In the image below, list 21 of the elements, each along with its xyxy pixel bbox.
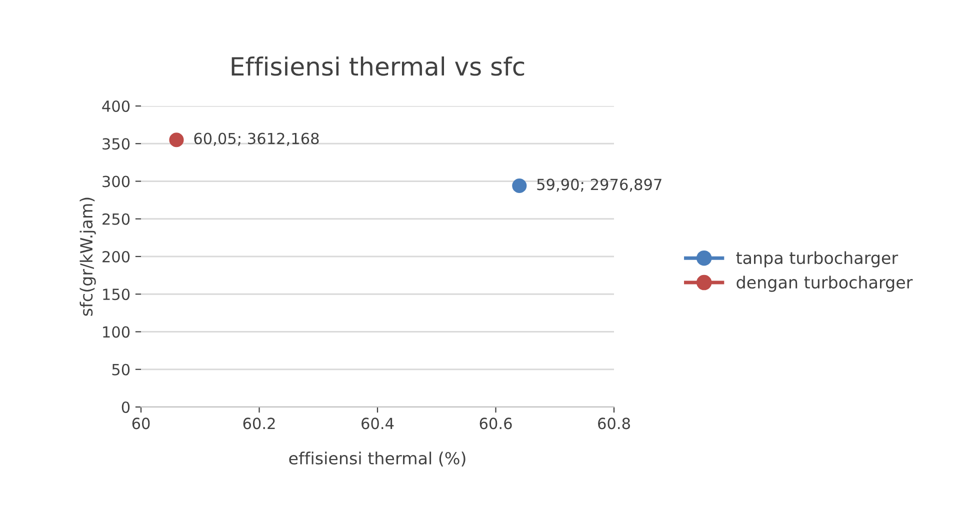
- data-label: 59,90; 2976,897: [537, 178, 662, 192]
- x-tick-label: 60.6: [480, 418, 512, 430]
- y-tick-label: 0: [122, 401, 130, 414]
- y-tick-label: 350: [102, 138, 130, 150]
- y-tick-label: 150: [103, 288, 130, 300]
- y-tick-label: 250: [102, 213, 130, 225]
- chart-title: Effisiensi thermal vs sfc: [232, 56, 524, 76]
- y-tick-label: 200: [102, 250, 130, 263]
- x-tick-label: 60: [132, 418, 150, 430]
- y-tick-label: 100: [103, 326, 130, 338]
- legend-label: dengan turbocharger: [736, 276, 913, 292]
- y-tick-label: 50: [112, 364, 130, 376]
- x-tick-label: 60.2: [243, 418, 275, 430]
- y-tick-label: 400: [102, 100, 130, 112]
- legend-label: tanpa turbocharger: [736, 251, 898, 268]
- x-axis-title: effisiensi thermal (%): [289, 452, 466, 467]
- data-label: 60,05; 3612,168: [194, 132, 319, 146]
- y-tick-label: 300: [102, 176, 130, 188]
- x-tick-label: 60.4: [362, 418, 394, 430]
- y-axis-title: sfc(gr/kW.jam): [80, 198, 96, 316]
- x-tick-label: 60.8: [598, 418, 630, 430]
